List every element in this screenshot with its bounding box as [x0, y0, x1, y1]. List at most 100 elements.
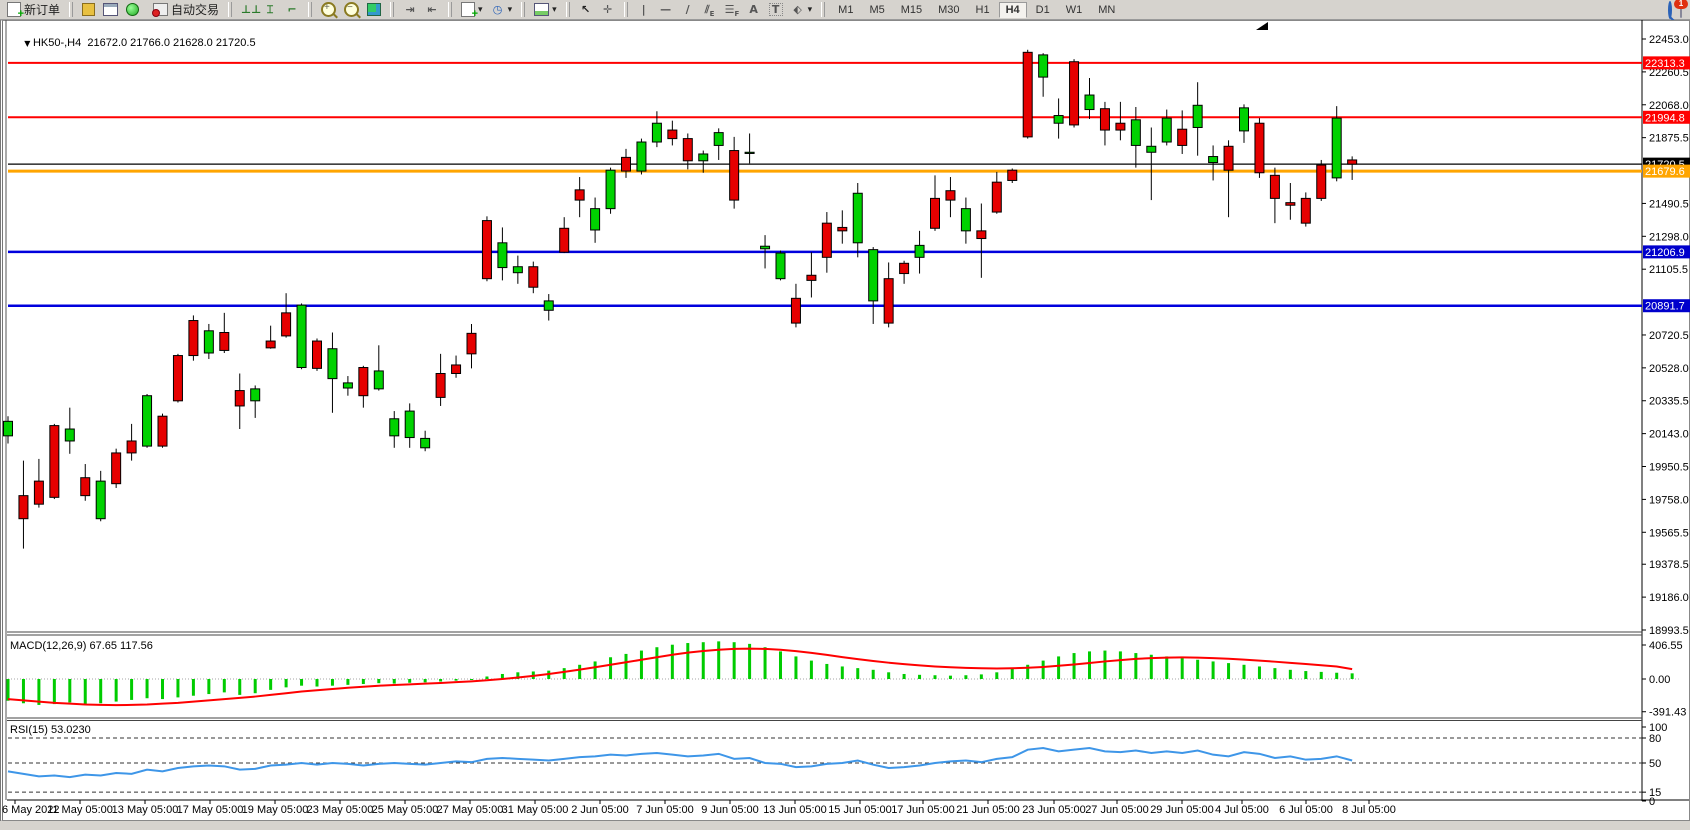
timeframe-m5-button[interactable]: M5 [869, 3, 885, 16]
timeframe-mn-button[interactable]: MN [1098, 3, 1116, 16]
candle-65 [1007, 169, 1018, 181]
candle-32 [497, 242, 508, 269]
candle-64 [991, 181, 1002, 213]
search-button[interactable] [1668, 0, 1672, 19]
toolbar-separator [821, 2, 826, 17]
trendline-button[interactable]: ∕ [677, 1, 699, 18]
new-chart-icon [461, 2, 478, 20]
candle-7 [111, 452, 122, 485]
timeframe-m30-button[interactable]: M30 [938, 3, 960, 16]
candle-73 [1130, 119, 1141, 146]
candle-37 [574, 189, 585, 201]
navigator-button[interactable] [122, 1, 143, 18]
window-bottom-strip [0, 821, 1690, 830]
chart-collapse-icon[interactable]: ▼ [24, 39, 33, 48]
timeframe-d1-button[interactable]: D1 [1035, 3, 1050, 16]
text-label-button[interactable]: T [765, 1, 787, 18]
timeframe-m1-button[interactable]: M1 [838, 3, 854, 16]
tile-windows-button[interactable] [363, 1, 385, 18]
candle-57 [883, 278, 894, 324]
timeframe-h1-button[interactable]: H1 [975, 3, 990, 16]
horizontal-line-icon: — [660, 3, 672, 16]
chart-ohlc-values: 21672.0 21766.0 21628.0 21720.5 [87, 37, 256, 49]
candle-4 [64, 428, 75, 442]
chart-template-button[interactable]: ▾ [530, 1, 561, 18]
candle-35 [543, 300, 554, 311]
candle-52 [806, 274, 817, 281]
toolbar-separator [623, 2, 628, 17]
candle-77 [1192, 104, 1203, 128]
candle-27 [420, 437, 431, 449]
market-watch-button[interactable] [78, 1, 99, 18]
toolbar-separator [390, 2, 395, 17]
candle-28 [435, 372, 446, 398]
chat-icon [1680, 1, 1682, 18]
auto-trading-button[interactable]: 自动交易 [149, 0, 223, 20]
candle-40 [621, 156, 631, 172]
toolbar-separator [565, 2, 570, 17]
vertical-line-button[interactable]: | [633, 1, 655, 18]
candle-34 [528, 266, 539, 288]
candle-39 [605, 169, 616, 210]
trendline-icon: ∕ [685, 3, 690, 16]
toolbar-separator [69, 2, 74, 17]
crosshair-button[interactable]: ✛ [597, 1, 619, 18]
fibonacci-button[interactable]: ☰F [721, 1, 743, 18]
candle-18 [281, 312, 292, 337]
candle-46 [713, 132, 724, 146]
svg-text:20891.7: 20891.7 [1645, 301, 1685, 313]
zoom-in-button[interactable]: + [317, 0, 340, 19]
candle-48 [744, 151, 755, 154]
text-button[interactable]: A [743, 1, 765, 18]
price-level-label: 21994.8 [1643, 110, 1690, 124]
arrows-button[interactable]: ⬖ ▾ [787, 1, 817, 18]
chart-shift-icon: ⇥ [405, 3, 415, 16]
text-icon: A [749, 3, 758, 16]
candle-12 [188, 320, 199, 357]
chart-window[interactable] [0, 20, 1690, 821]
svg-text:31 May 05:00: 31 May 05:00 [502, 804, 569, 816]
candlestick-chart-icon: ⌶ [266, 3, 274, 16]
timeframe-w1-button[interactable]: W1 [1065, 3, 1083, 16]
new-chart-button[interactable]: ▾ [457, 0, 487, 20]
candle-23 [358, 367, 369, 397]
svg-text:13 May 05:00: 13 May 05:00 [112, 804, 179, 816]
bar-chart-button[interactable]: ⊥⊥ [237, 1, 261, 18]
candle-72 [1115, 122, 1126, 131]
profiles-button[interactable]: ◷ ▾ [487, 1, 517, 18]
candlestick-chart-button[interactable]: ⌶ [259, 1, 281, 18]
macd-indicator-label: MACD(12,26,9) 67.65 117.56 [10, 640, 153, 652]
cursor-button[interactable]: ↖ [575, 1, 597, 18]
chart-canvas[interactable]: 22453.0 22260.5 22068.0 21875.5 21490.5 21298… [0, 20, 1690, 821]
auto-trading-label: 自动交易 [171, 3, 220, 17]
candle-13 [203, 330, 214, 354]
svg-text:27 Jun 05:00: 27 Jun 05:00 [1085, 804, 1149, 816]
candle-68 [1053, 115, 1064, 124]
horizontal-line-button[interactable]: — [655, 1, 677, 18]
new-order-button[interactable]: 新订单 [3, 0, 64, 20]
auto-scroll-button[interactable]: ⇤ [421, 1, 443, 18]
equidistant-channel-button[interactable]: ⫽E [699, 1, 721, 18]
candle-3 [49, 425, 60, 498]
chart-shift-button[interactable]: ⇥ [399, 1, 421, 18]
candle-81 [1254, 122, 1265, 174]
candle-31 [481, 220, 492, 280]
candle-36 [559, 227, 570, 253]
timeframe-m15-button[interactable]: M15 [900, 3, 923, 16]
svg-text:-391.43: -391.43 [1649, 707, 1686, 719]
line-chart-button[interactable]: ⌐ [281, 1, 303, 18]
data-window-button[interactable] [99, 1, 122, 18]
vertical-line-icon: | [641, 3, 646, 16]
svg-text:0.00: 0.00 [1649, 674, 1670, 686]
candle-85 [1316, 164, 1327, 199]
arrows-icon: ⬖ [793, 3, 802, 16]
candle-6 [95, 480, 106, 520]
candle-87 [1347, 159, 1358, 165]
zoom-in-icon: + [321, 2, 337, 17]
zoom-out-button[interactable]: − [340, 0, 363, 19]
candle-19 [296, 304, 307, 369]
notifications-button[interactable]: 1 [1674, 0, 1688, 18]
timeframe-h4-button[interactable]: H4 [998, 1, 1027, 18]
equidistant-channel-icon: ⫽E [704, 3, 715, 19]
svg-text:21206.9: 21206.9 [1645, 247, 1685, 259]
